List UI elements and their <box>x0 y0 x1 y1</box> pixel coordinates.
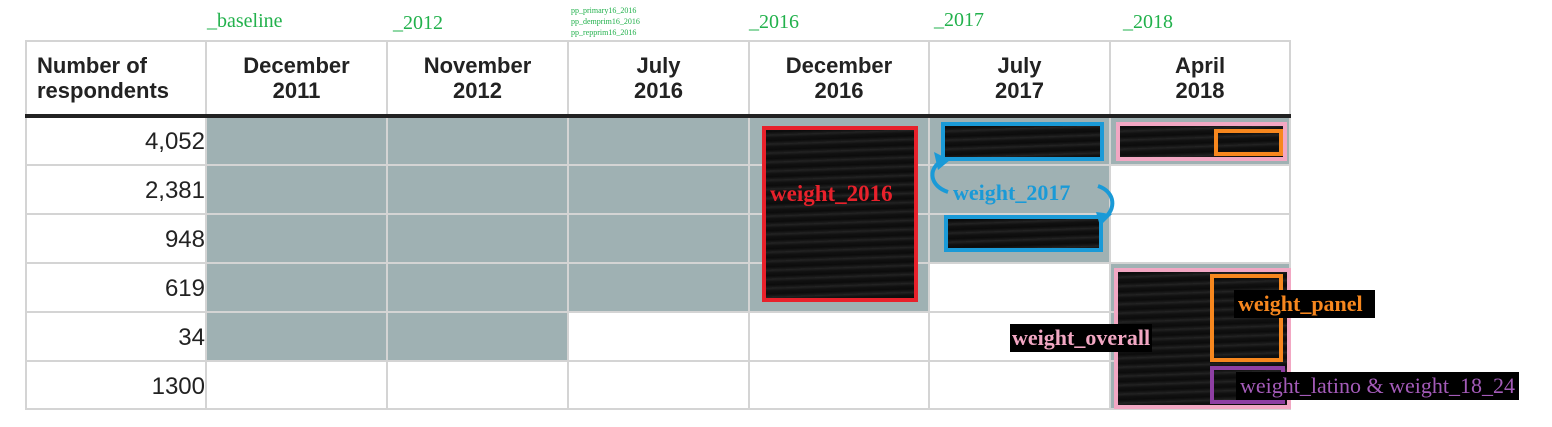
col-line-3 <box>567 40 569 410</box>
suffix-2018: _2018 <box>1123 11 1173 33</box>
weight-2017-top-region <box>941 122 1104 161</box>
weight-panel-box <box>1210 274 1283 362</box>
header-col5-month: July <box>997 52 1042 78</box>
header-col2-year: 2012 <box>453 77 502 103</box>
header-col4-year: 2016 <box>814 77 864 103</box>
weight-2017-top-box <box>941 122 1104 161</box>
row-line-1 <box>25 164 1291 166</box>
header-col5-year: 2017 <box>995 77 1044 103</box>
header-col6-month: April <box>1174 52 1226 78</box>
coverage-dec2011 <box>207 118 388 360</box>
header-col3-year: 2016 <box>634 77 683 103</box>
header-col1-year: 2011 <box>272 77 321 103</box>
suffix-july2016-line-3: pp_repprim16_2016 <box>571 28 637 37</box>
row-line-bottom <box>25 408 1291 410</box>
header-col4-month: December <box>785 52 893 78</box>
weight-latino-label: weight_latino & weight_18_24 <box>1236 372 1519 400</box>
row-count-6: 1300 <box>151 372 205 400</box>
header-col6-year: 2018 <box>1175 77 1225 103</box>
row-count-1: 4,052 <box>144 127 205 155</box>
row-line-5 <box>25 360 1291 362</box>
col-line-0 <box>25 40 27 410</box>
weight-2017-label: weight_2017 <box>953 180 1071 205</box>
row-line-4 <box>25 311 1291 313</box>
weight-overall-top-box <box>1116 122 1287 161</box>
row-count-2: 2,381 <box>144 176 205 204</box>
weight-overall-label: weight_overall <box>1010 324 1153 352</box>
suffix-2016: _2016 <box>749 11 799 33</box>
top-line <box>25 40 1291 42</box>
header-december-2011: December 2011 <box>207 40 388 115</box>
row-count-4: 619 <box>164 274 205 302</box>
col-line-5 <box>928 40 930 410</box>
suffix-july2016-line-1: pp_primary16_2016 <box>571 6 637 15</box>
col-line-2 <box>386 40 388 410</box>
col-line-1 <box>205 40 207 410</box>
weight-2016-region <box>762 126 918 302</box>
header-col3-month: July <box>636 52 681 78</box>
header-rule <box>25 114 1291 118</box>
weight-2017-bottom-box <box>944 215 1103 252</box>
suffix-2012: _2012 <box>393 12 443 34</box>
row-line-3 <box>25 262 1291 264</box>
header-first-line-1: Number of <box>37 52 147 78</box>
weight-2016-label: weight_2016 <box>770 181 893 206</box>
header-november-2012: November 2012 <box>388 40 569 115</box>
row-count-5: 34 <box>178 323 205 351</box>
weight-panel-top-box <box>1214 129 1283 156</box>
row-line-2 <box>25 213 1291 215</box>
row-count-3: 948 <box>164 225 205 253</box>
suffix-baseline: _baseline <box>207 10 283 32</box>
col-line-7 <box>1289 40 1291 410</box>
suffix-2017: _2017 <box>934 9 984 31</box>
col-line-6 <box>1109 40 1111 410</box>
header-number-of-respondents: Number of respondents <box>25 40 207 115</box>
curve-arrow-left-head <box>934 152 950 170</box>
header-first-line-2: respondents <box>37 77 170 103</box>
weight-2016-box <box>762 126 918 302</box>
coverage-nov2012 <box>388 118 569 360</box>
col-line-4 <box>748 40 750 410</box>
header-col1-month: December <box>243 52 350 78</box>
suffix-july2016-line-2: pp_demprim16_2016 <box>571 17 640 26</box>
curve-arrow-right-head <box>1096 212 1112 226</box>
weight-2017-bottom-region <box>944 215 1103 252</box>
header-col2-month: November <box>423 52 532 78</box>
weight-panel-label: weight_panel <box>1234 290 1375 318</box>
